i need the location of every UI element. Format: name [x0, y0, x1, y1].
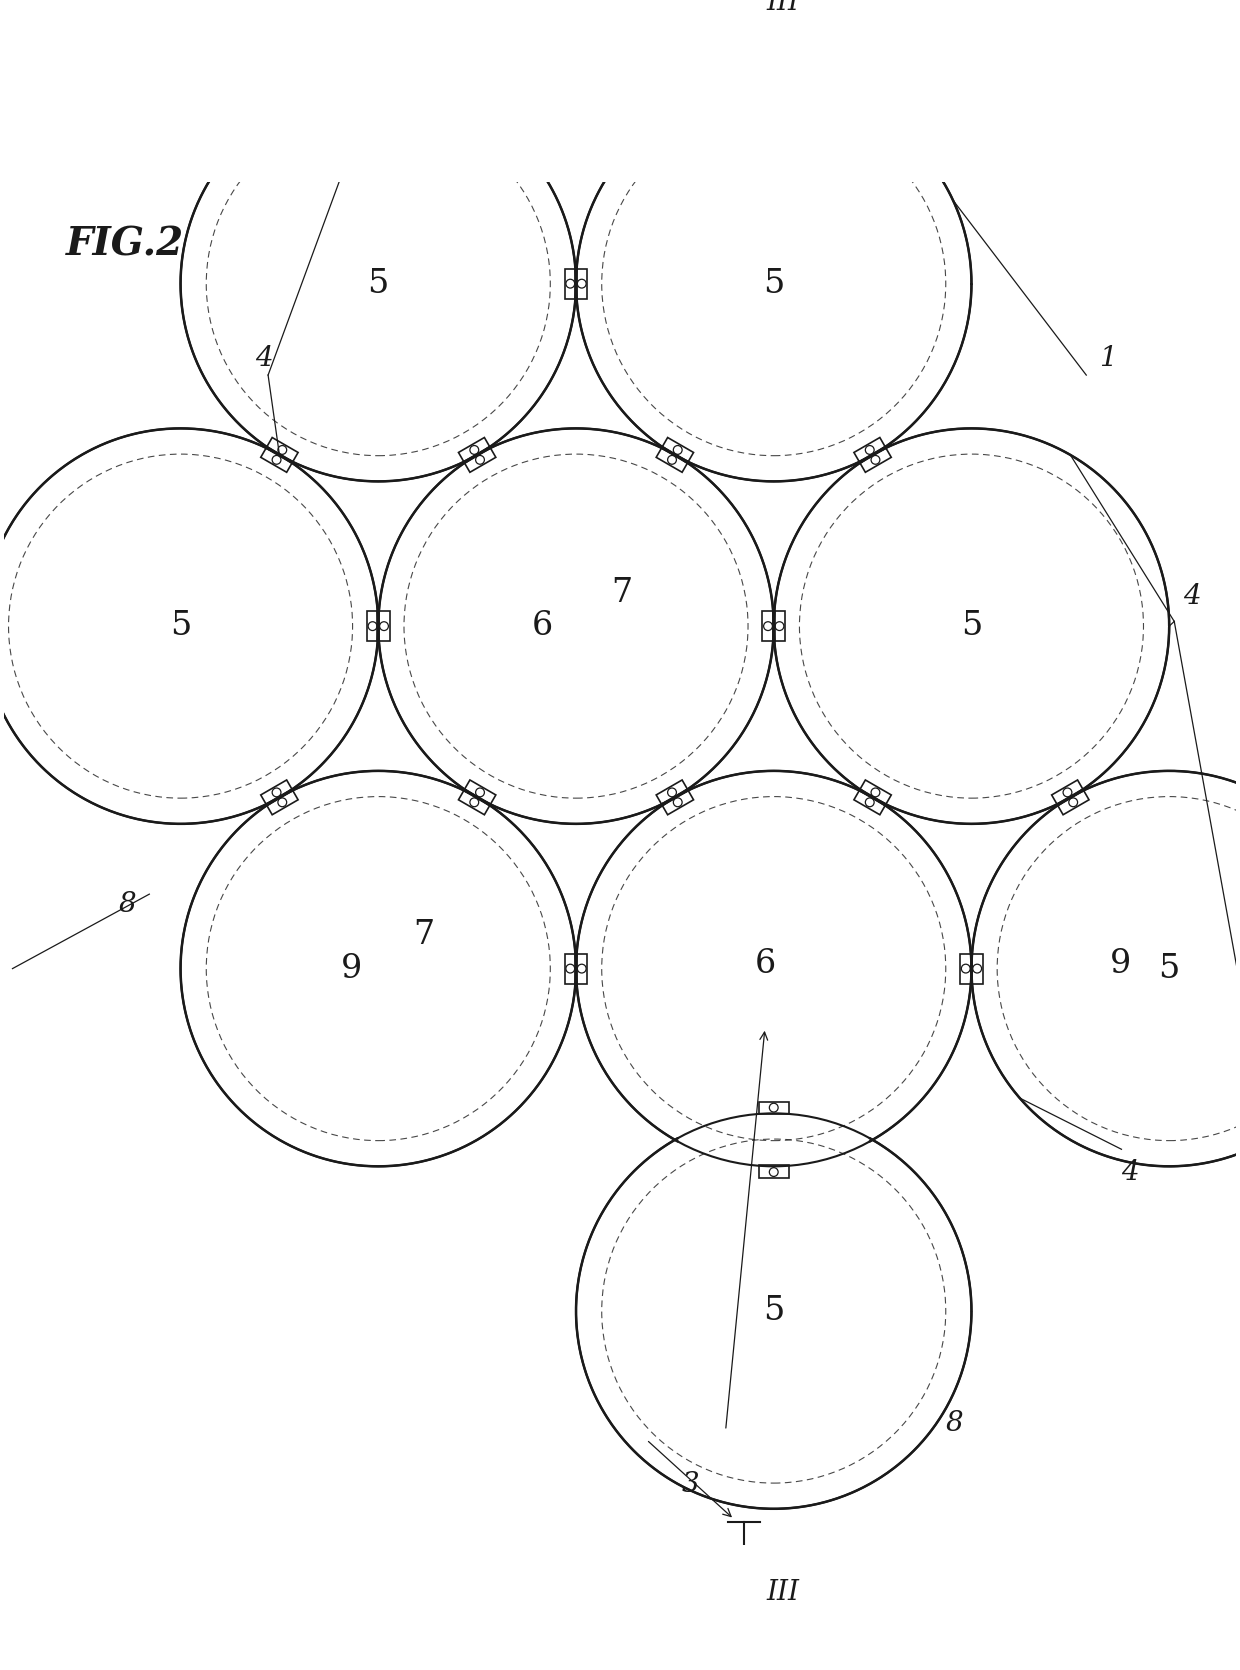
- Text: 4: 4: [1121, 1159, 1140, 1186]
- Text: FIG.2: FIG.2: [66, 225, 184, 264]
- Text: 9: 9: [1110, 949, 1131, 980]
- Text: 5: 5: [763, 267, 785, 299]
- Text: 6: 6: [532, 610, 553, 643]
- Text: 3: 3: [682, 1471, 699, 1498]
- Text: 5: 5: [961, 610, 982, 643]
- Text: 4: 4: [1183, 583, 1200, 610]
- Text: 5: 5: [170, 610, 191, 643]
- Text: 6: 6: [754, 949, 775, 980]
- Text: 5: 5: [763, 1294, 785, 1328]
- Text: 7: 7: [413, 919, 434, 952]
- Text: 9: 9: [341, 952, 362, 985]
- Text: 5: 5: [367, 267, 389, 299]
- Text: 8: 8: [946, 1409, 963, 1436]
- Text: 1: 1: [1100, 346, 1117, 372]
- Text: III: III: [766, 0, 799, 17]
- Text: III: III: [766, 1578, 799, 1605]
- Text: 4: 4: [255, 346, 273, 372]
- Text: 5: 5: [1158, 952, 1180, 985]
- Text: 7: 7: [611, 576, 632, 608]
- Text: 8: 8: [119, 890, 136, 918]
